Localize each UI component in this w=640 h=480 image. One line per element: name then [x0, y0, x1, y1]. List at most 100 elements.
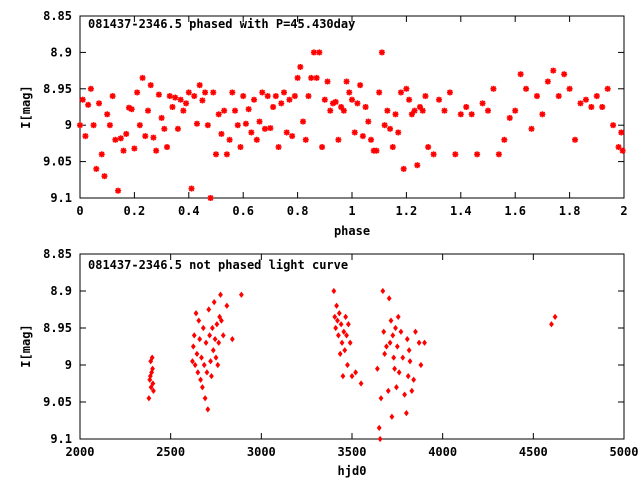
data-point — [150, 365, 155, 372]
data-point — [278, 100, 285, 107]
data-point — [218, 130, 225, 137]
data-point — [164, 144, 171, 151]
chart-title: 081437-2346.5 phased with P=45.430day — [88, 17, 355, 31]
data-point — [561, 71, 568, 78]
data-point — [418, 361, 424, 369]
data-point — [193, 310, 199, 317]
data-point — [344, 332, 349, 339]
data-point — [381, 122, 388, 129]
data-point — [384, 343, 389, 350]
data-point — [388, 317, 394, 324]
data-point — [101, 173, 108, 180]
data-point — [206, 306, 212, 313]
data-point — [308, 74, 315, 81]
data-point — [533, 93, 540, 100]
data-point — [342, 347, 348, 354]
y-ticks: 8.85 8.9 8.95 9 9.05 9.1 — [43, 9, 624, 205]
data-point — [332, 98, 339, 105]
data-point — [229, 89, 236, 96]
y-tick-label: 8.85 — [43, 9, 72, 23]
data-point — [405, 372, 411, 380]
x-axis-label: phase — [334, 224, 370, 238]
data-point — [389, 413, 395, 420]
data-point — [549, 321, 554, 328]
data-point — [416, 339, 422, 346]
data-point — [294, 74, 301, 81]
data-point — [204, 122, 211, 129]
y-ticks: 8.85 8.9 8.95 9 9.05 9.1 — [43, 247, 624, 446]
data-point — [414, 162, 421, 169]
data-point — [199, 97, 206, 104]
data-point — [604, 85, 611, 92]
data-point — [224, 302, 230, 309]
data-point — [305, 93, 312, 100]
data-point — [281, 89, 287, 96]
data-point — [345, 321, 351, 328]
x-tick-label: 3000 — [247, 445, 276, 459]
data-point — [215, 361, 221, 369]
data-point — [180, 107, 187, 114]
data-point — [395, 129, 402, 136]
data-point — [411, 376, 417, 383]
data-point — [82, 133, 89, 140]
data-point — [619, 147, 626, 154]
data-point — [188, 185, 195, 192]
data-point — [506, 114, 513, 121]
data-point — [197, 335, 203, 343]
data-point — [340, 372, 346, 380]
data-point — [346, 89, 353, 96]
data-point — [334, 302, 339, 309]
data-point — [380, 287, 386, 295]
data-point — [209, 324, 215, 332]
data-point — [396, 369, 402, 376]
data-point — [523, 85, 530, 92]
data-point — [158, 114, 165, 121]
data-point — [384, 107, 391, 114]
data-point — [377, 435, 383, 443]
unphased-light-curve-panel: 8.85 8.9 8.95 9 9.05 9.1 2000 2500 3000 3500 4000… — [19, 247, 638, 478]
data-point — [332, 313, 338, 321]
data-point — [234, 122, 241, 129]
y-tick-label: 9 — [65, 118, 72, 132]
data-point — [374, 365, 380, 372]
data-point — [209, 372, 214, 380]
data-point — [385, 387, 391, 395]
data-point — [392, 111, 399, 118]
data-point — [335, 136, 342, 143]
data-point — [378, 395, 384, 402]
data-point — [139, 74, 146, 81]
data-point — [128, 106, 135, 113]
data-point — [400, 165, 407, 172]
data-point — [387, 339, 393, 346]
data-point — [259, 89, 266, 96]
data-point — [552, 313, 558, 321]
data-point — [310, 49, 317, 56]
x-tick-label: 4000 — [428, 445, 457, 459]
data-point — [349, 372, 355, 380]
data-point — [572, 136, 579, 143]
data-point — [610, 122, 617, 129]
x-tick-label: 2500 — [156, 445, 185, 459]
data-point — [172, 94, 179, 101]
data-point — [104, 111, 111, 118]
data-point — [441, 107, 448, 114]
data-point — [338, 321, 344, 328]
data-point — [336, 310, 342, 317]
data-point — [136, 122, 143, 129]
data-point — [599, 104, 606, 110]
data-point — [430, 151, 437, 158]
data-point — [588, 104, 595, 110]
data-point — [347, 339, 353, 346]
data-point — [393, 324, 398, 332]
data-point — [335, 317, 340, 324]
x-tick-label: 1.2 — [396, 204, 418, 218]
y-axis-label: I[mag] — [19, 324, 33, 367]
x-tick-label: 2 — [620, 204, 627, 218]
data-point — [422, 339, 427, 346]
data-point — [148, 384, 154, 391]
data-point — [85, 101, 92, 108]
data-point — [240, 93, 247, 100]
data-point — [193, 120, 200, 127]
chart-title: 081437-2346.5 not phased light curve — [88, 258, 348, 272]
data-point — [213, 151, 219, 158]
